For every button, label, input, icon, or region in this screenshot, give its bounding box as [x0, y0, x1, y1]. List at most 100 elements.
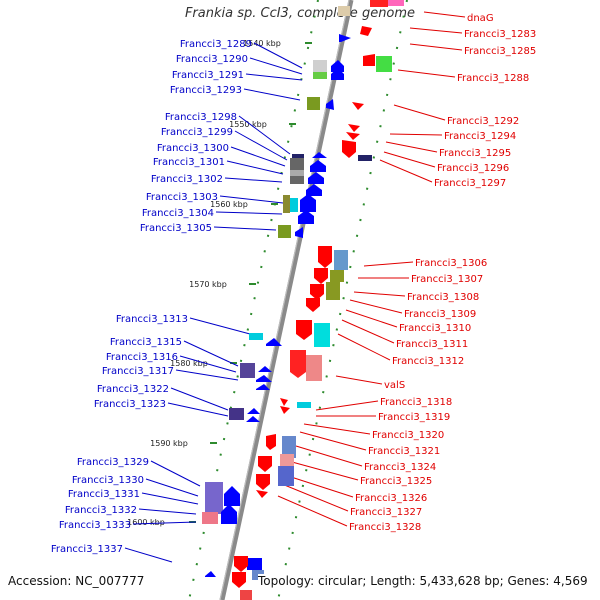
gene-label-forward[interactable]: Francci3_1331 [68, 489, 140, 500]
leader-line [238, 115, 291, 155]
leader-line [389, 133, 443, 136]
gene-label-forward[interactable]: Francci3_1329 [77, 457, 149, 468]
gene-label-forward[interactable]: Francci3_1290 [176, 54, 248, 65]
gene-label-forward[interactable]: Francci3_1315 [110, 337, 182, 348]
kbp-tick-label: 1540 kbp [243, 39, 281, 48]
leader-line [138, 508, 197, 515]
gene-label-reverse[interactable]: Francci3_1297 [434, 178, 506, 189]
gene-block [266, 434, 276, 450]
leader-line [295, 445, 363, 467]
leader-line [150, 460, 201, 487]
kbp-tick-label: 1550 kbp [229, 120, 267, 129]
gene-label-reverse[interactable]: dnaG [467, 13, 494, 24]
gene-label-forward[interactable]: Francci3_1289 [180, 39, 252, 50]
gene-block [280, 454, 294, 466]
gene-label-reverse[interactable]: Francci3_1326 [355, 493, 427, 504]
leader-line [349, 299, 403, 314]
gene-block [338, 6, 350, 16]
leader-line [379, 159, 433, 183]
gene-label-reverse[interactable]: Francci3_1320 [372, 430, 444, 441]
gene-label-reverse[interactable]: Francci3_1319 [378, 412, 450, 423]
gene-block [342, 140, 356, 158]
gene-block [339, 34, 351, 42]
gene-block [300, 194, 316, 212]
gene-label-reverse[interactable]: Francci3_1312 [392, 356, 464, 367]
gene-label-reverse[interactable]: Francci3_1309 [404, 309, 476, 320]
gene-label-forward[interactable]: Francci3_1333 [59, 520, 131, 531]
gene-label-reverse[interactable]: Francci3_1292 [447, 116, 519, 127]
gene-label-forward[interactable]: Francci3_1317 [102, 366, 174, 377]
gene-label-forward[interactable]: Francci3_1323 [94, 399, 166, 410]
gene-label-forward[interactable]: Francci3_1303 [146, 192, 218, 203]
leader-line [385, 141, 438, 153]
leader-line [145, 478, 199, 497]
leader-line [189, 317, 251, 335]
gene-block [249, 333, 263, 340]
gene-label-forward[interactable]: Francci3_1316 [106, 352, 178, 363]
gene-label-reverse[interactable]: Francci3_1311 [396, 339, 468, 350]
kbp-tick-label: 1570 kbp [189, 280, 227, 289]
gene-block [348, 124, 360, 132]
gene-label-reverse[interactable]: Francci3_1308 [407, 292, 479, 303]
gene-label-reverse[interactable]: Francci3_1325 [360, 476, 432, 487]
leader-line [253, 42, 303, 69]
gene-label-reverse[interactable]: Francci3_1328 [349, 522, 421, 533]
gene-block [312, 152, 327, 158]
forward-strand-genes [202, 34, 351, 577]
leader-line [291, 461, 359, 481]
gene-label-reverse[interactable]: Francci3_1283 [464, 29, 536, 40]
gene-block [306, 355, 322, 381]
gene-label-reverse[interactable]: valS [384, 380, 405, 391]
gene-label-reverse[interactable]: Francci3_1288 [457, 73, 529, 84]
gene-label-reverse[interactable]: Francci3_1318 [380, 397, 452, 408]
gene-label-forward[interactable]: Francci3_1293 [170, 85, 242, 96]
leader-line [234, 130, 288, 161]
forward-gene-labels: Francci3_1289 Francci3_1290 Francci3_1291 F… [51, 39, 252, 555]
leader-line [363, 261, 414, 267]
gene-label-reverse[interactable]: Francci3_1324 [364, 462, 436, 473]
gene-label-reverse[interactable]: Francci3_1295 [439, 148, 511, 159]
gene-block [290, 350, 306, 378]
gene-label-reverse[interactable]: Francci3_1307 [411, 274, 483, 285]
gene-label-forward[interactable]: Francci3_1322 [97, 384, 169, 395]
gene-label-forward[interactable]: Francci3_1301 [153, 157, 225, 168]
leader-line [345, 309, 398, 328]
gene-block [256, 474, 270, 490]
gene-label-reverse[interactable]: Francci3_1321 [368, 446, 440, 457]
gene-label-reverse[interactable]: Francci3_1285 [464, 46, 536, 57]
gene-label-forward[interactable]: Francci3_1300 [157, 143, 229, 154]
gene-label-forward[interactable]: Francci3_1298 [165, 112, 237, 123]
gene-label-forward[interactable]: Francci3_1304 [142, 208, 214, 219]
gene-block [295, 227, 303, 238]
gene-block [292, 154, 304, 160]
gene-label-reverse[interactable]: Francci3_1310 [399, 323, 471, 334]
leader-line [299, 431, 367, 451]
gene-label-reverse[interactable]: Francci3_1306 [415, 258, 487, 269]
gene-block [298, 210, 314, 224]
gene-block [314, 268, 328, 284]
leader-line [243, 88, 301, 101]
leader-line [219, 195, 284, 204]
gene-label-reverse[interactable]: Francci3_1296 [437, 163, 509, 174]
gene-label-forward[interactable]: Francci3_1332 [65, 505, 137, 516]
gene-label-reverse[interactable]: Francci3_1294 [444, 131, 516, 142]
gene-block [234, 556, 248, 572]
leader-line [423, 11, 466, 18]
gene-label-forward[interactable]: Francci3_1337 [51, 544, 123, 555]
gene-label-forward[interactable]: Francci3_1291 [172, 70, 244, 81]
gene-block [360, 26, 372, 36]
gene-label-reverse[interactable]: Francci3_1327 [350, 507, 422, 518]
gene-label-forward[interactable]: Francci3_1302 [151, 174, 223, 185]
gene-label-forward[interactable]: Francci3_1330 [72, 475, 144, 486]
gene-block [307, 97, 320, 110]
gene-label-forward[interactable]: Francci3_1299 [161, 127, 233, 138]
gene-block [306, 298, 320, 312]
gene-label-forward[interactable]: Francci3_1305 [140, 223, 212, 234]
leader-line [315, 400, 379, 411]
gene-block [221, 504, 237, 524]
leader-line [341, 319, 395, 344]
gene-label-forward[interactable]: Francci3_1313 [116, 314, 188, 325]
gene-block [256, 375, 272, 382]
gene-block [370, 0, 388, 7]
leader-line [397, 69, 456, 78]
